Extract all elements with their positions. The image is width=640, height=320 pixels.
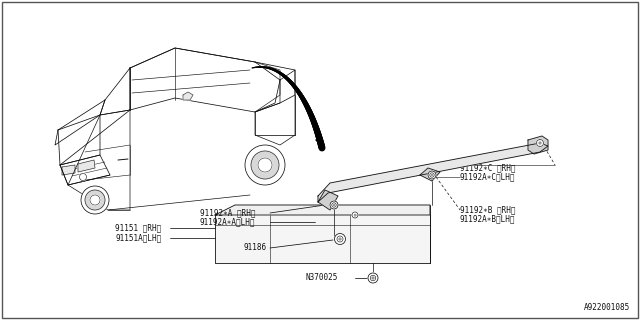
Text: 91192A∗B〈LH〉: 91192A∗B〈LH〉	[460, 214, 515, 223]
Circle shape	[90, 195, 100, 205]
Text: 91186: 91186	[243, 244, 266, 252]
Circle shape	[251, 151, 279, 179]
Circle shape	[258, 158, 272, 172]
Text: N370025: N370025	[305, 274, 337, 283]
Polygon shape	[528, 136, 548, 154]
Circle shape	[245, 145, 285, 185]
Circle shape	[352, 212, 358, 218]
Circle shape	[536, 140, 543, 147]
Polygon shape	[318, 190, 338, 210]
Polygon shape	[78, 160, 95, 172]
Polygon shape	[183, 92, 193, 100]
Polygon shape	[62, 165, 75, 175]
Polygon shape	[215, 215, 430, 263]
Circle shape	[79, 173, 86, 180]
Circle shape	[335, 234, 346, 244]
Text: 91192∗C 〈RH〉: 91192∗C 〈RH〉	[460, 164, 515, 172]
Text: A922001085: A922001085	[584, 303, 630, 313]
Text: 91192∗B 〈RH〉: 91192∗B 〈RH〉	[460, 205, 515, 214]
Circle shape	[330, 201, 338, 209]
Circle shape	[368, 273, 378, 283]
Circle shape	[428, 171, 436, 179]
Polygon shape	[318, 143, 548, 202]
Text: 91192∗A 〈RH〉: 91192∗A 〈RH〉	[200, 209, 255, 218]
Polygon shape	[215, 205, 430, 215]
Text: 91151 〈RH〉: 91151 〈RH〉	[115, 223, 161, 233]
Text: 91151A〈LH〉: 91151A〈LH〉	[115, 234, 161, 243]
Circle shape	[81, 186, 109, 214]
Polygon shape	[420, 168, 440, 181]
Text: 91192A∗C〈LH〉: 91192A∗C〈LH〉	[460, 172, 515, 181]
Circle shape	[85, 190, 105, 210]
Text: 91192A∗A〈LH〉: 91192A∗A〈LH〉	[200, 218, 255, 227]
